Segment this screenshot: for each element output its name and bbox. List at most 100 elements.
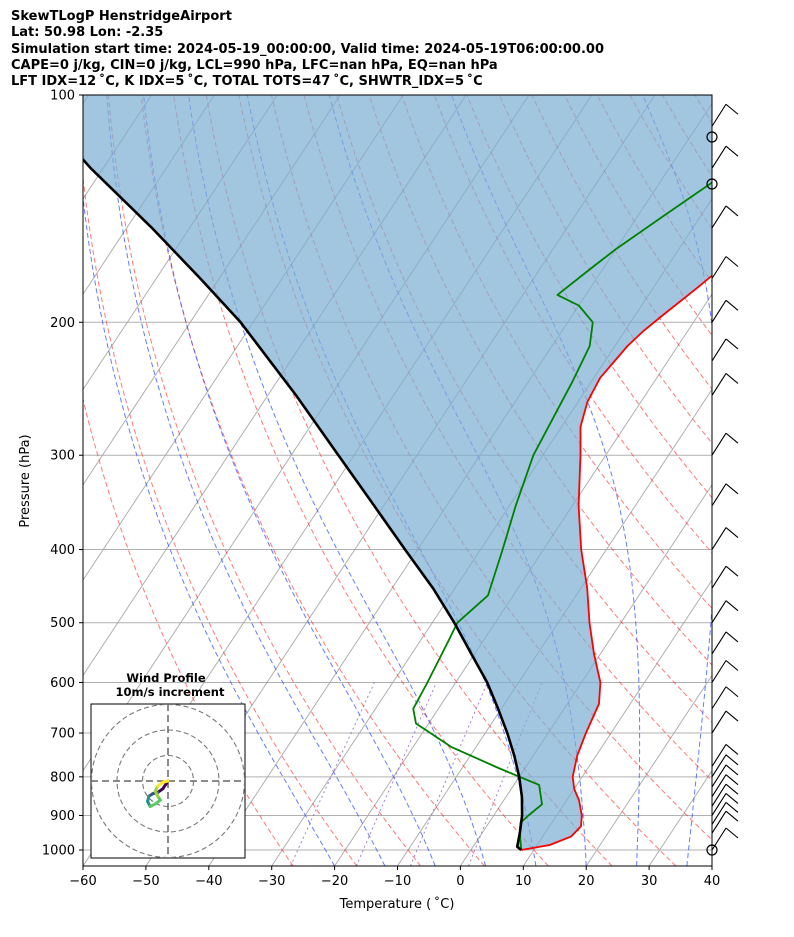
- hodograph-ring: [91, 704, 245, 858]
- chart-header: SkewTLogP HenstridgeAirport Lat: 50.98 L…: [11, 9, 604, 90]
- x-tick-label: −10: [384, 874, 411, 889]
- wind-barb-flag: [725, 764, 739, 776]
- wind-barb: [711, 373, 727, 396]
- dry-adiabat: [83, 173, 358, 866]
- isotherm: [83, 95, 215, 295]
- x-tick-label: −50: [132, 874, 159, 889]
- wind-barb-flag: [725, 660, 739, 671]
- wind-barb: [711, 802, 727, 825]
- wind-barb-flag: [725, 686, 739, 698]
- wind-barb: [711, 744, 727, 767]
- chart-title: SkewTLogP HenstridgeAirport: [11, 9, 232, 24]
- wind-barb: [711, 483, 727, 507]
- thermo-indices-line: LFT IDX=12 ˚C, K IDX=5 ˚C, TOTAL TOTS=47…: [11, 74, 483, 90]
- hodograph-segment: [161, 779, 170, 784]
- wind-barb-flag: [725, 631, 739, 643]
- y-tick-label: 100: [50, 89, 75, 104]
- isotherm: [334, 293, 712, 866]
- wind-barb: [711, 783, 727, 807]
- y-tick-label: 1000: [42, 844, 75, 859]
- isotherm: [711, 865, 712, 866]
- x-tick-label: 40: [704, 874, 721, 889]
- wind-barb: [711, 793, 727, 816]
- wind-barb: [711, 764, 727, 788]
- y-tick-label: 500: [50, 616, 75, 631]
- dry-adiabat: [728, 95, 794, 866]
- wind-barb-flag: [725, 338, 739, 350]
- wind-barb-flag: [725, 432, 739, 444]
- wind-barb-flag: [725, 145, 739, 157]
- moist-adiabat: [737, 95, 794, 866]
- calm-marker: [706, 178, 718, 190]
- wind-barb: [711, 660, 727, 683]
- y-tick-label: 300: [50, 449, 75, 464]
- moist-adiabat: [106, 95, 386, 866]
- wind-barb: [711, 754, 727, 778]
- wind-barb: [711, 565, 727, 589]
- moist-adiabat: [83, 193, 336, 866]
- wind-barb-flag: [725, 205, 739, 217]
- wind-barb-flag: [725, 373, 739, 384]
- wind-barb-flag: [725, 754, 739, 766]
- wind-barb-flag: [725, 299, 739, 311]
- y-tick-label: 400: [50, 543, 75, 558]
- dry-adiabat: [140, 95, 485, 866]
- wind-barb-flag: [725, 802, 739, 813]
- wind-barb: [711, 710, 727, 734]
- y-tick-label: 900: [50, 809, 75, 824]
- wind-barb: [711, 527, 727, 550]
- wind-barb: [711, 145, 727, 169]
- time-line: Simulation start time: 2024-05-19_00:00:…: [11, 41, 604, 57]
- wind-barb: [711, 631, 727, 655]
- profile-lines: [83, 157, 712, 852]
- x-axis-label: Temperature ( ˚C): [339, 896, 455, 912]
- parcel-line: [83, 157, 524, 852]
- wind-barb: [711, 338, 727, 362]
- location-line: Lat: 50.98 Lon: -2.35: [11, 25, 164, 41]
- stability-indices-line: CAPE=0 j/kg, CIN=0 j/kg, LCL=990 hPa, LF…: [11, 57, 498, 73]
- x-tick-label: −20: [321, 874, 348, 889]
- isotherm: [585, 674, 712, 866]
- wind-barb: [711, 103, 727, 127]
- x-tick-label: 0: [456, 874, 464, 889]
- wind-barb-flag: [725, 527, 739, 538]
- isotherm: [522, 579, 712, 866]
- moist-adiabat: [451, 95, 641, 866]
- dry-adiabat: [108, 95, 422, 866]
- wind-barb: [711, 299, 727, 323]
- cape-shading: [83, 95, 712, 850]
- calm-marker: [706, 131, 718, 143]
- x-tick-label: −40: [195, 874, 222, 889]
- calm-marker: [706, 844, 718, 856]
- dry-adiabat: [173, 95, 549, 866]
- wind-barb-flag: [725, 774, 739, 786]
- wind-barb-flag: [725, 710, 739, 722]
- mixing-ratio-line: [290, 682, 375, 866]
- wind-barb-flag: [725, 103, 739, 115]
- y-tick-label: 800: [50, 770, 75, 785]
- wind-barb: [711, 600, 727, 624]
- dry-adiabat: [83, 397, 294, 866]
- axis-ticks: −60 −50 −40 −30 −20 −10 0 10 20 30 40 100 200 300 400 5…: [42, 89, 720, 890]
- moist-adiabat: [143, 95, 436, 866]
- wind-barb: [711, 256, 727, 279]
- wind-barb-flag: [725, 793, 739, 804]
- temperature-line: [521, 274, 712, 851]
- mixing-ratio-line: [409, 682, 488, 866]
- y-tick-label: 600: [50, 676, 75, 691]
- wind-barbs: [706, 103, 739, 856]
- inset-title: Wind Profile: [126, 671, 206, 685]
- wind-barb-flag: [725, 744, 739, 755]
- y-axis-label: Pressure (hPa): [18, 434, 33, 527]
- dry-adiabat: [498, 95, 712, 444]
- y-tick-label: 200: [50, 316, 75, 331]
- wind-barb: [711, 774, 727, 798]
- wind-barb: [711, 686, 727, 710]
- wind-barb-flag: [725, 810, 739, 822]
- isotherm: [83, 95, 90, 105]
- wind-barb-flag: [725, 600, 739, 612]
- mixing-ratio-line: [355, 682, 437, 866]
- y-tick-label: 700: [50, 727, 75, 742]
- hodograph-inset: Wind Profile 10m/s increment: [90, 671, 246, 859]
